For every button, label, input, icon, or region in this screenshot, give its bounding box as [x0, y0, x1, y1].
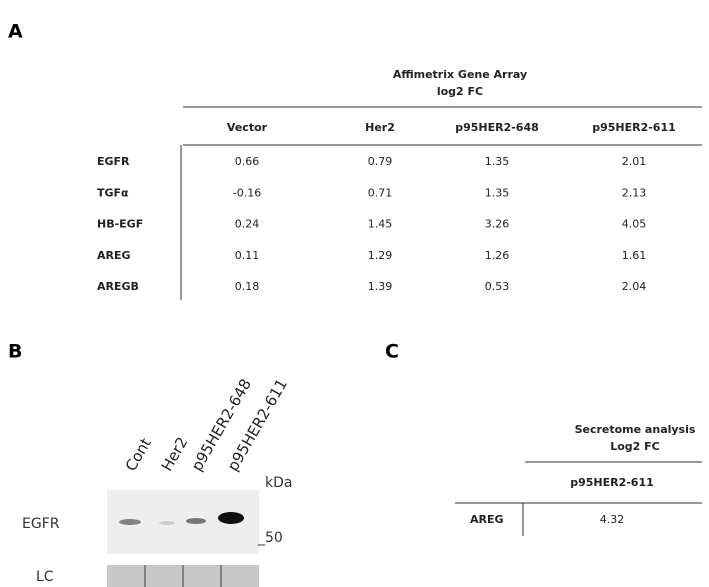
- row-label: AREG: [470, 513, 504, 526]
- figure: A B C Affimetrix Gene Array log2 FC kDa …: [0, 0, 709, 587]
- cell: 0.18: [235, 280, 260, 293]
- cell: 1.39: [368, 280, 393, 293]
- band: [119, 519, 141, 525]
- cell: 1.61: [622, 249, 647, 262]
- blot-unit: kDa: [265, 475, 292, 491]
- blot-marker: _50: [257, 530, 283, 546]
- cell: 0.24: [235, 218, 260, 231]
- cell: 4.05: [622, 218, 647, 231]
- table-title: Affimetrix Gene Array: [393, 68, 527, 81]
- cell: 2.04: [622, 280, 647, 293]
- table-title: Log2 FC: [610, 440, 660, 453]
- band: [218, 512, 244, 524]
- cell: 0.66: [235, 155, 260, 168]
- column-header: p95HER2-611: [592, 121, 676, 134]
- blot-row-label: LC: [36, 569, 54, 585]
- cell: 1.35: [485, 155, 510, 168]
- cell: 1.45: [368, 218, 393, 231]
- cell: 1.26: [485, 249, 510, 262]
- band: [159, 521, 175, 525]
- cell: 0.79: [368, 155, 393, 168]
- lane-label: Cont: [122, 435, 155, 474]
- cell: 0.11: [235, 249, 260, 262]
- panel-label: B: [8, 341, 22, 363]
- cell: 0.71: [368, 186, 393, 199]
- cell: 2.01: [622, 155, 647, 168]
- row-label: TGFα: [97, 186, 129, 199]
- cell: 1.29: [368, 249, 393, 262]
- cell: 1.35: [485, 186, 510, 199]
- table-title: log2 FC: [437, 85, 483, 98]
- cell: 3.26: [485, 218, 510, 231]
- row-label: AREGB: [97, 280, 139, 293]
- column-header: Her2: [365, 121, 395, 134]
- row-label: HB-EGF: [97, 218, 143, 231]
- panel-label: A: [8, 21, 23, 43]
- blot-row-label: EGFR: [22, 516, 60, 532]
- band: [186, 518, 206, 524]
- row-label: EGFR: [97, 155, 130, 168]
- cell: 2.13: [622, 186, 647, 199]
- cell: 4.32: [600, 513, 625, 526]
- column-header: p95HER2-648: [455, 121, 539, 134]
- lane-label: Her2: [158, 434, 192, 474]
- panel-label: C: [385, 341, 399, 363]
- table-title: Secretome analysis: [575, 423, 696, 436]
- column-header: p95HER2-611: [570, 476, 654, 489]
- cell: -0.16: [233, 186, 261, 199]
- row-label: AREG: [97, 249, 131, 262]
- column-header: Vector: [227, 121, 268, 134]
- cell: 0.53: [485, 280, 510, 293]
